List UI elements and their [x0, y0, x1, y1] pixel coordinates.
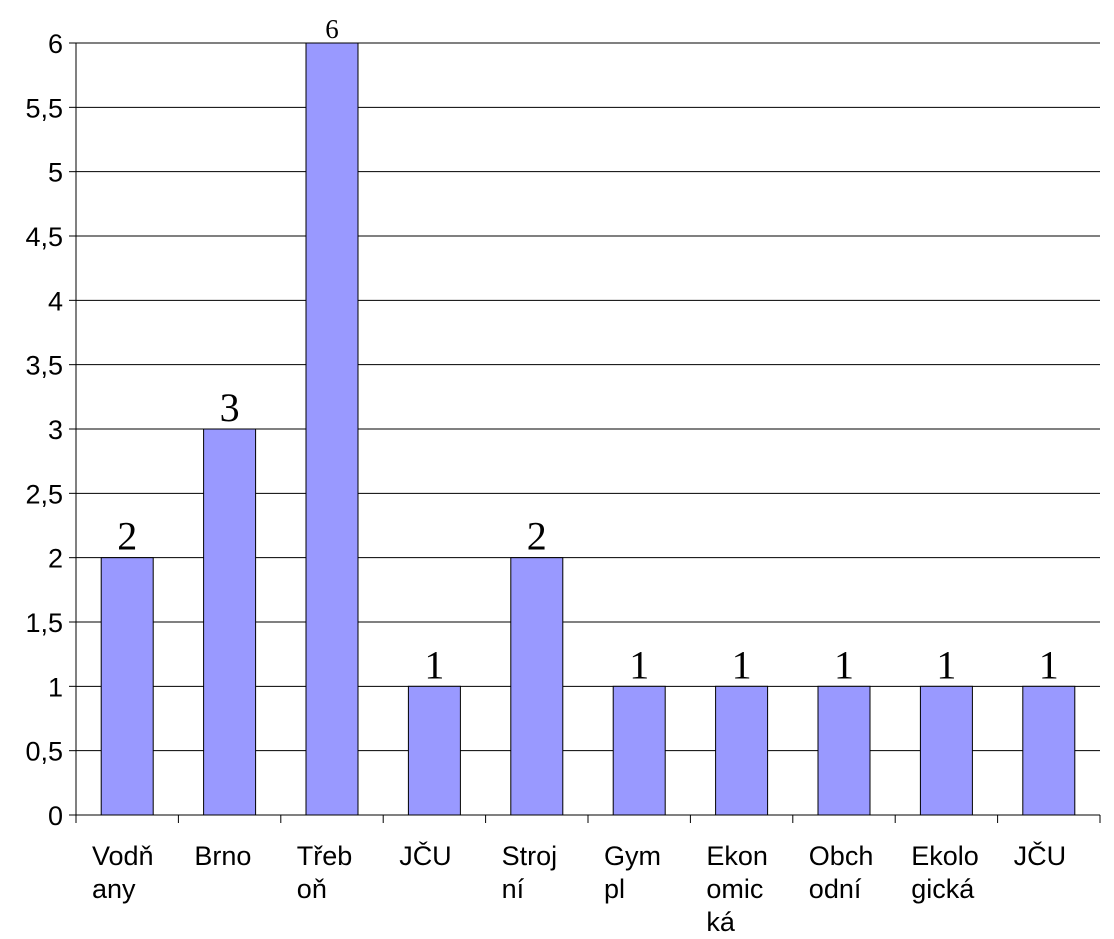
x-category-label: Ekon omic ká — [706, 841, 768, 937]
bar — [510, 557, 564, 816]
y-tick-label: 3,5 — [25, 351, 63, 381]
bar — [715, 685, 769, 816]
y-tick-label: 0,5 — [25, 737, 63, 767]
bar — [817, 685, 871, 816]
y-tick-label: 1,5 — [25, 608, 63, 638]
bar — [612, 685, 666, 816]
data-label: 2 — [527, 514, 547, 559]
labels: 0 0,5 1 1,5 2 2,5 3 3,5 4 4,5 5 5,5 6 2 Vodň any 3 Brno 6 T… — [25, 14, 1066, 937]
bar — [305, 42, 359, 816]
y-tick-label: 0 — [48, 801, 63, 831]
y-tick-label: 6 — [48, 29, 63, 59]
y-tick-label: 4,5 — [25, 222, 63, 252]
data-label: 1 — [834, 642, 854, 687]
y-tick-label: 2 — [48, 544, 63, 574]
x-category-label: JČU — [399, 840, 452, 871]
x-category-label: Stroj ní — [502, 841, 558, 904]
y-tick-label: 1 — [48, 672, 63, 702]
bar — [1022, 685, 1076, 816]
y-tick-label: 2,5 — [25, 479, 63, 509]
data-label: 1 — [1039, 642, 1059, 687]
data-label: 1 — [936, 642, 956, 687]
x-category-label: Gym pl — [604, 841, 661, 904]
y-tick-label: 4 — [48, 286, 63, 316]
x-category-label: Ekolo gická — [911, 841, 979, 904]
data-label: 1 — [424, 642, 444, 687]
data-label: 1 — [732, 642, 752, 687]
data-label: 3 — [220, 385, 240, 430]
y-tick-label: 5,5 — [25, 93, 63, 123]
bar — [203, 428, 257, 816]
bar — [100, 557, 154, 816]
x-category-label: JČU — [1014, 840, 1067, 871]
bar — [407, 685, 461, 816]
x-category-label: Třeb oň — [297, 841, 353, 904]
x-category-label: Brno — [194, 841, 251, 871]
y-tick-label: 3 — [48, 415, 63, 445]
x-category-label: Obch odní — [809, 841, 874, 904]
bar — [919, 685, 973, 816]
x-category-label: Vodň any — [92, 841, 154, 904]
bars — [100, 42, 1076, 816]
y-tick-label: 5 — [48, 158, 63, 188]
data-label: 1 — [629, 642, 649, 687]
data-label: 2 — [117, 514, 137, 559]
data-label: 6 — [325, 14, 339, 44]
